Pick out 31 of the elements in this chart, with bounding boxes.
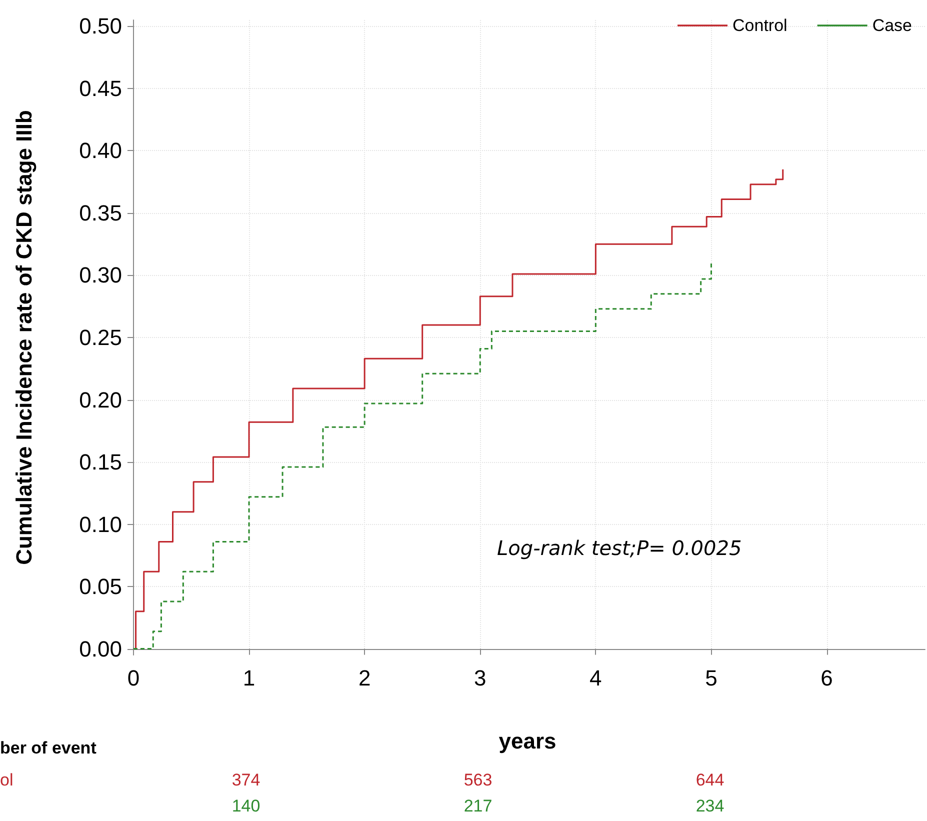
legend-label: Case bbox=[872, 16, 912, 35]
x-tick-label: 5 bbox=[705, 666, 718, 690]
annotation: Log-rank test;P= 0.0025 bbox=[497, 536, 742, 560]
y-axis-title: Cumulative Incidence rate of CKD stage IIIb bbox=[12, 110, 36, 565]
text: ber of event bbox=[0, 738, 97, 758]
x-tick-label: 3 bbox=[474, 666, 486, 690]
text: 217 bbox=[464, 796, 492, 816]
text: 644 bbox=[696, 770, 724, 790]
text: 374 bbox=[232, 770, 260, 790]
text: 563 bbox=[464, 770, 492, 790]
x-tick-label: 4 bbox=[590, 666, 602, 690]
text: 140 bbox=[232, 796, 260, 816]
y-tick-label: 0.10 bbox=[79, 512, 122, 537]
y-tick-label: 0.40 bbox=[79, 138, 122, 164]
legend-label: Control bbox=[732, 16, 788, 35]
y-tick-label: 0.00 bbox=[79, 636, 122, 662]
y-tick-label: 0.15 bbox=[79, 450, 122, 475]
text: ol bbox=[0, 770, 14, 790]
x-tick-label: 2 bbox=[358, 666, 371, 690]
y-tick-label: 0.20 bbox=[79, 387, 122, 412]
y-tick-label: 0.35 bbox=[79, 200, 122, 226]
x-tick-label: 1 bbox=[242, 666, 256, 690]
text: 234 bbox=[696, 796, 724, 816]
y-tick-label: 0.50 bbox=[79, 14, 122, 39]
x-axis-title: years bbox=[498, 728, 556, 754]
x-tick-label: 0 bbox=[127, 666, 140, 690]
y-tick-label: 0.45 bbox=[79, 76, 122, 101]
y-tick-label: 0.25 bbox=[79, 325, 122, 350]
y-tick-label: 0.30 bbox=[79, 262, 122, 288]
y-tick-label: 0.05 bbox=[79, 574, 122, 600]
x-tick-label: 6 bbox=[820, 666, 833, 690]
